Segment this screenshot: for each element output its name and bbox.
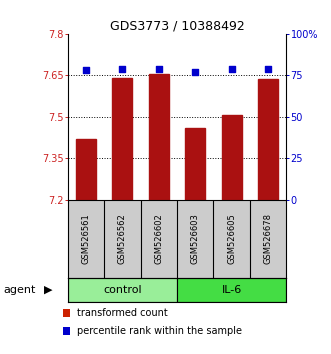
Bar [68, 278, 177, 302]
Text: transformed count: transformed count [77, 308, 167, 318]
Text: ▶: ▶ [44, 285, 52, 295]
Point [83, 67, 89, 73]
Bar [76, 139, 96, 200]
Bar [258, 79, 278, 200]
Bar [177, 278, 286, 302]
Text: GSM526561: GSM526561 [81, 213, 91, 264]
Text: GSM526605: GSM526605 [227, 213, 236, 264]
Text: percentile rank within the sample: percentile rank within the sample [77, 326, 242, 336]
Bar [113, 78, 132, 200]
Point [193, 69, 198, 75]
Text: control: control [103, 285, 142, 295]
Text: agent: agent [3, 285, 36, 295]
Bar [222, 115, 242, 200]
Text: IL-6: IL-6 [221, 285, 242, 295]
Text: GSM526562: GSM526562 [118, 213, 127, 264]
Text: GSM526602: GSM526602 [154, 213, 164, 264]
Point [229, 66, 234, 72]
Title: GDS3773 / 10388492: GDS3773 / 10388492 [110, 19, 245, 33]
Text: GSM526603: GSM526603 [191, 213, 200, 264]
Text: GSM526678: GSM526678 [263, 213, 273, 264]
Bar [149, 74, 169, 200]
Point [265, 66, 271, 72]
Point [120, 66, 125, 72]
Bar [185, 128, 205, 200]
Point [156, 66, 162, 72]
